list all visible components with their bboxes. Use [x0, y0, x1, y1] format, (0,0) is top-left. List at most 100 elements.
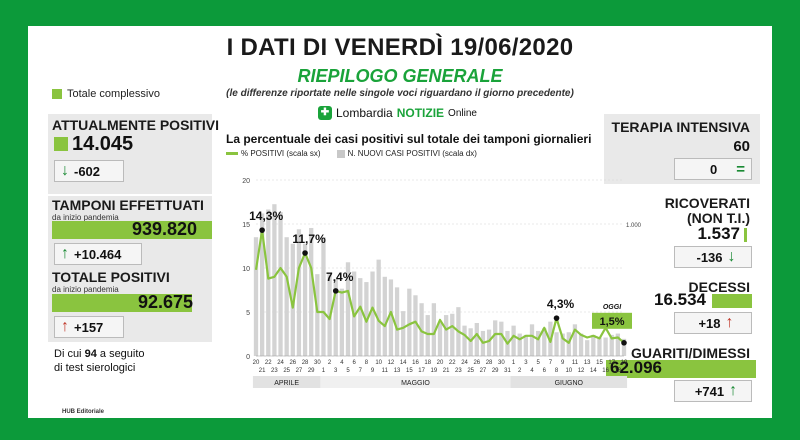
x-tick-label: 10 — [565, 368, 572, 374]
x-tick-label: 27 — [480, 368, 487, 374]
x-tick-label: 8 — [555, 368, 559, 374]
case-bar — [296, 229, 302, 356]
arrow-up-red-icon: ↑ — [725, 314, 734, 331]
case-bar — [407, 288, 412, 356]
x-tick-label: 3 — [524, 360, 528, 366]
x-tick-label: 8 — [365, 360, 369, 366]
month-label: GIUGNO — [555, 380, 584, 387]
case-bar — [431, 303, 437, 356]
case-bar — [266, 209, 271, 356]
case-bar — [370, 271, 375, 356]
case-bar — [535, 330, 541, 356]
case-bar — [578, 333, 584, 356]
guariti-delta-value: +741 — [694, 383, 725, 399]
case-bar — [272, 204, 277, 356]
x-tick-label: 13 — [394, 368, 401, 374]
x-tick-label: 6 — [543, 368, 547, 374]
guariti-delta: +741 ↑ — [674, 380, 752, 402]
x-tick-label: 23 — [271, 368, 278, 374]
case-bar — [413, 295, 418, 356]
case-bar — [382, 276, 387, 356]
x-tick-label: 14 — [400, 360, 407, 366]
x-tick-label: 21 — [259, 368, 266, 374]
case-bar — [278, 212, 283, 356]
annotation-dot — [259, 227, 265, 233]
chart-legend: % POSITIVI (scala sx) N. NUOVI CASI POSI… — [226, 149, 477, 158]
case-bar — [493, 320, 498, 356]
sierologici-note: Di cui 94 a seguito di test sierologici — [54, 348, 145, 374]
arrow-up-red-icon: ↑ — [61, 318, 69, 335]
legend-totale: Totale complessivo — [52, 88, 160, 100]
x-tick-label: 26 — [289, 360, 296, 366]
sierologici-count: 94 — [84, 348, 97, 360]
tamponi-value: 939.820 — [132, 219, 198, 239]
x-tick-label: 16 — [412, 360, 419, 366]
arrow-down-icon: ↓ — [727, 248, 736, 265]
percent-line — [254, 229, 625, 345]
x-tick-label: 20 — [253, 360, 260, 366]
legend-totale-label: Totale complessivo — [67, 88, 160, 100]
x-tick-label: 30 — [314, 360, 321, 366]
totale-positivi-sublabel: da inizio pandemia — [52, 285, 119, 294]
guariti-bar — [606, 360, 756, 378]
brand-prefix: Lombardia — [336, 106, 393, 120]
x-tick-label: 9 — [561, 360, 565, 366]
case-bar — [468, 328, 473, 356]
ricoverati-delta: -136 ↓ — [674, 246, 752, 268]
x-tick-label: 16 — [602, 368, 609, 374]
x-tick-label: 26 — [473, 360, 480, 366]
ricoverati-label2: (NON T.I.) — [687, 210, 750, 226]
x-tick-label: 5 — [536, 360, 540, 366]
tamponi-delta: ↑ +10.464 — [54, 243, 142, 265]
tamponi-sublabel: da inizio pandemia — [52, 213, 119, 222]
x-tick-label: 11 — [382, 368, 389, 374]
legend-percent: % POSITIVI (scala sx) — [226, 149, 321, 158]
case-bar — [437, 323, 443, 356]
case-bar — [499, 321, 504, 356]
x-tick-label: 7 — [549, 360, 553, 366]
case-bar — [388, 279, 394, 356]
annotation-oggi-label: OGGI — [603, 304, 622, 311]
x-tick-label: 22 — [449, 360, 456, 366]
decessi-label: DECESSI — [688, 279, 750, 295]
month-label: MAGGIO — [401, 380, 430, 387]
ricoverati-label: RICOVERATI — [664, 195, 750, 211]
x-tick-label: 2 — [328, 360, 332, 366]
x-tick-label: 28 — [486, 360, 493, 366]
x-tick-label: 21 — [443, 368, 450, 374]
case-bar — [290, 243, 295, 356]
page-subtitle: RIEPILOGO GENERALE — [297, 66, 503, 86]
x-tick-label: 24 — [461, 360, 468, 366]
x-tick-label: 25 — [467, 368, 474, 374]
x-tick-label: 12 — [578, 368, 585, 374]
case-bar — [253, 237, 259, 356]
annotation-label: 7,4% — [326, 270, 354, 284]
case-bar — [572, 324, 578, 356]
case-bar — [345, 262, 351, 356]
month-label: APRILE — [274, 380, 299, 387]
case-bar — [554, 332, 559, 356]
x-tick-label: 11 — [572, 360, 579, 366]
arrow-up-icon: ↑ — [61, 245, 69, 262]
case-bar — [474, 323, 479, 356]
brand-icon: ✚ — [318, 106, 332, 120]
x-tick-label: 24 — [277, 360, 284, 366]
x-tick-label: 4 — [340, 360, 344, 366]
positivi-delta-value: -602 — [74, 163, 101, 179]
x-tick-label: 19 — [621, 360, 628, 366]
case-bar — [511, 325, 516, 356]
annotation-label: 11,7% — [292, 232, 326, 246]
tamponi-delta-value: +10.464 — [74, 246, 122, 262]
x-tick-label: 14 — [590, 368, 597, 374]
x-tick-label: 31 — [504, 368, 511, 374]
case-bar — [376, 259, 381, 356]
guariti-label: GUARITI/DIMESSI — [630, 345, 750, 361]
case-bar — [517, 333, 522, 356]
arrow-up-icon: ↑ — [729, 382, 738, 399]
x-tick-label: 17 — [418, 368, 425, 374]
legend-cases: N. NUOVI CASI POSITIVI (scala dx) — [336, 149, 477, 158]
x-tick-label: 18 — [615, 368, 622, 374]
case-bar — [597, 337, 602, 356]
page-title: I DATI DI VENERDÌ 19/06/2020 — [226, 34, 574, 61]
